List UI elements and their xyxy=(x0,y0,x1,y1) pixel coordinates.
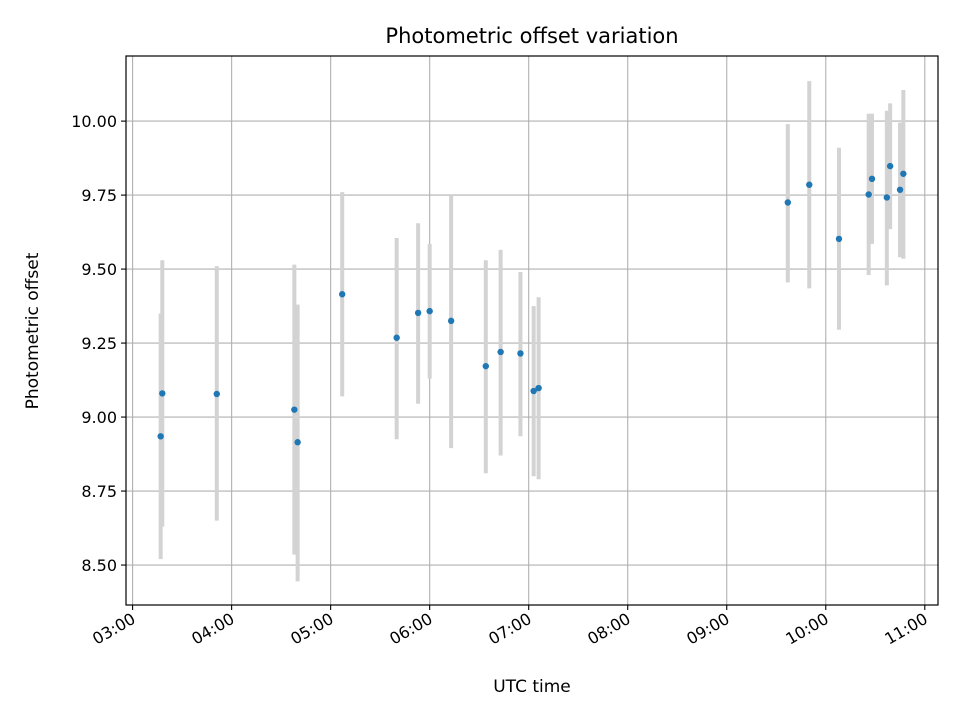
data-point xyxy=(530,387,537,395)
grid-lines xyxy=(126,56,938,605)
data-point xyxy=(868,175,876,183)
data-point xyxy=(291,406,298,413)
data-point xyxy=(883,194,891,201)
y-axis-title: Photometric offset xyxy=(23,252,43,409)
data-point xyxy=(482,362,489,370)
y-tick-label: 9.00 xyxy=(81,408,117,427)
data-point xyxy=(886,162,894,170)
data-point xyxy=(900,170,907,177)
data-point xyxy=(447,317,455,325)
data-point xyxy=(896,186,904,193)
data-point xyxy=(865,191,872,198)
data-point xyxy=(835,235,843,243)
plot-area-frame xyxy=(125,55,939,606)
data-point xyxy=(517,350,524,357)
data-point xyxy=(213,390,220,398)
y-tick-label: 8.75 xyxy=(81,482,117,501)
y-tick-label: 9.25 xyxy=(81,334,117,353)
y-tick-label: 9.50 xyxy=(81,260,117,279)
data-point xyxy=(157,433,164,440)
data-point xyxy=(159,390,166,397)
chart-title: Photometric offset variation xyxy=(385,24,678,48)
y-tick-label: 10.00 xyxy=(71,112,117,131)
data-point xyxy=(414,309,422,317)
data-point xyxy=(497,348,504,356)
data-point xyxy=(426,307,433,315)
x-axis-title: UTC time xyxy=(493,677,571,697)
data-points xyxy=(157,162,907,446)
y-tick-label: 8.50 xyxy=(81,556,117,575)
data-point xyxy=(339,291,346,298)
data-point xyxy=(784,199,792,206)
y-tick-label: 9.75 xyxy=(81,186,117,205)
data-point xyxy=(294,439,301,446)
data-point xyxy=(535,384,542,392)
data-point xyxy=(806,181,813,188)
data-point xyxy=(393,334,400,341)
